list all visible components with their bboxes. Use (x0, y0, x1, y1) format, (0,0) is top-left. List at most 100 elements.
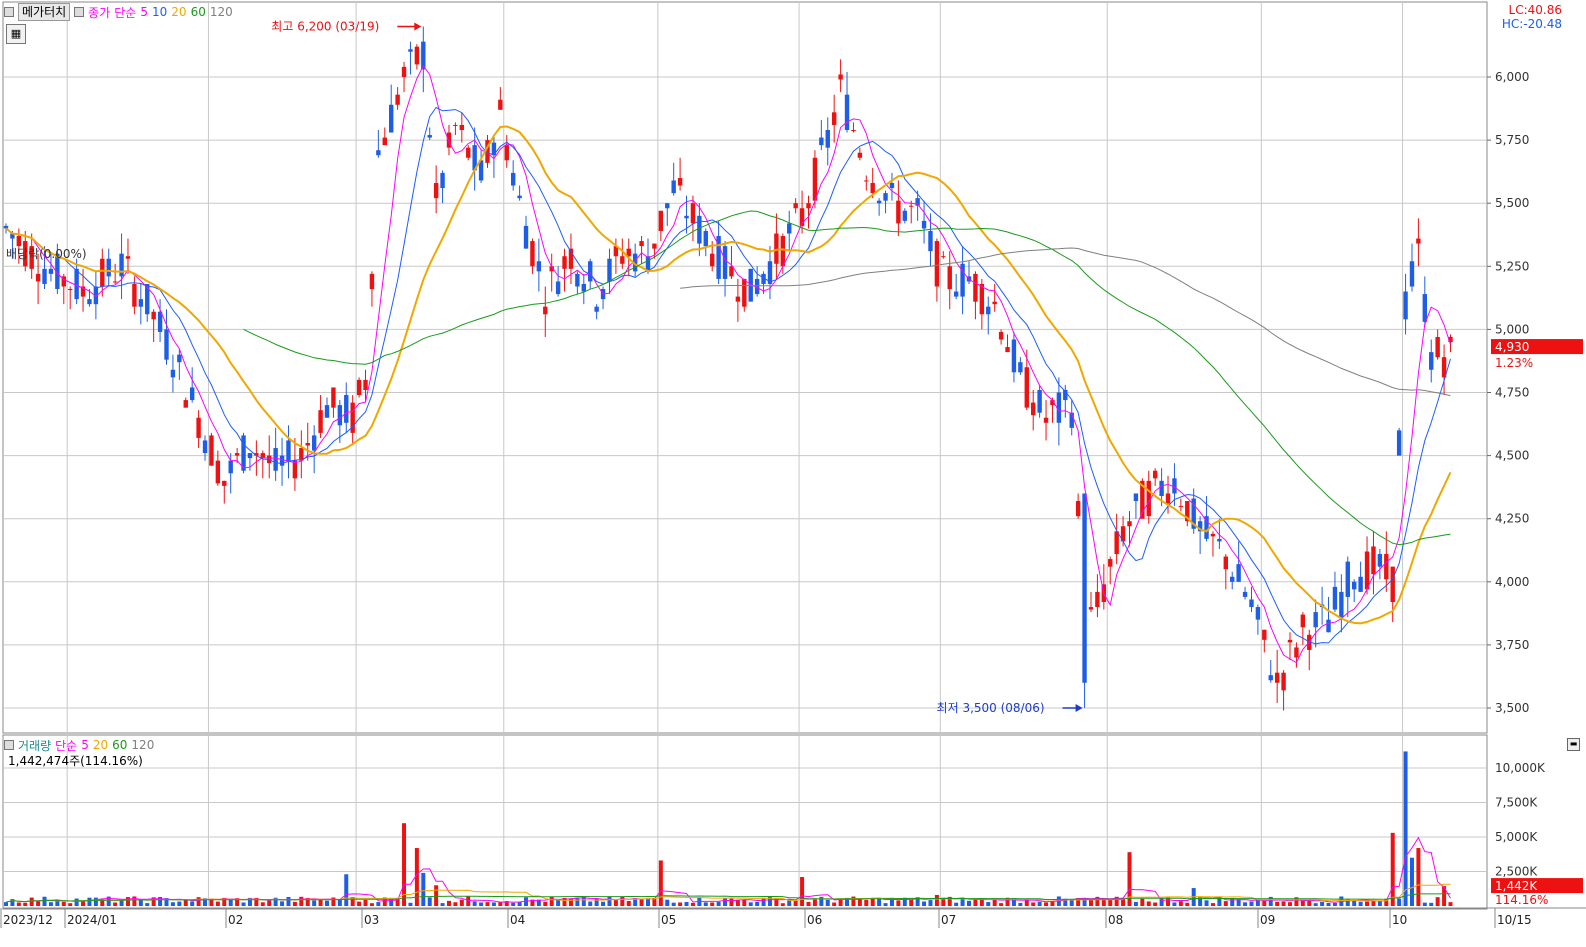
volume-title[interactable]: 거래량 (18, 738, 52, 753)
candle-body (3, 225, 9, 229)
volume-bar (1300, 900, 1305, 906)
volume-bar (960, 897, 965, 906)
volume-bar (241, 902, 246, 906)
candle-body (382, 137, 387, 146)
volume-bar (138, 900, 143, 906)
candle-body (716, 236, 721, 279)
candle-body (1441, 357, 1447, 378)
candle-body (1152, 470, 1158, 479)
volume-bar (1365, 901, 1370, 906)
candle-body (697, 215, 702, 244)
volume-bar (1435, 897, 1440, 906)
x-tick-label: 07 (941, 913, 956, 927)
ma-120-label[interactable]: 120 (209, 5, 233, 19)
candle-body (42, 268, 47, 284)
ma-60-label[interactable]: 60 (190, 5, 206, 19)
candle-body (260, 453, 265, 459)
candle-body (421, 41, 426, 70)
volume-bar (376, 902, 381, 906)
volume-bar (607, 896, 612, 906)
candle-body (273, 448, 278, 471)
candle-body (1024, 367, 1029, 408)
candle-body (299, 448, 304, 461)
candle-body (234, 453, 240, 456)
volume-bar (723, 897, 728, 906)
volume-bar (421, 872, 426, 906)
candle-body (620, 256, 625, 264)
candle-body (536, 261, 542, 272)
candle-body (318, 410, 323, 433)
volume-bar (440, 903, 445, 906)
vma-5-label[interactable]: 5 (81, 738, 89, 752)
volume-bar (922, 901, 927, 906)
candle-body (1082, 493, 1087, 683)
candle-body (324, 405, 330, 418)
candle-body (1249, 599, 1254, 608)
ma-20-label[interactable]: 20 (171, 5, 187, 19)
calendar-grid-icon[interactable]: ▦ (6, 24, 26, 44)
x-tick-label: 08 (1108, 913, 1123, 927)
ma-type[interactable]: 단순 (114, 5, 137, 20)
volume-bar (453, 902, 458, 906)
volume-bar (774, 898, 779, 906)
price-tick-label: 3,750 (1495, 638, 1529, 652)
candle-body (722, 246, 728, 279)
vma-20-label[interactable]: 20 (92, 738, 109, 752)
indicator-toggle-icon[interactable] (74, 7, 85, 17)
candle-body (401, 66, 407, 77)
volume-bar (787, 899, 792, 906)
vma-120-label[interactable]: 120 (131, 738, 155, 752)
volume-bar (42, 896, 47, 906)
volume-bar (729, 898, 734, 906)
volume-bar (1268, 896, 1273, 906)
candle-body (491, 142, 497, 156)
candle-body (1326, 619, 1331, 633)
candle-body (530, 241, 535, 267)
volume-toggle-icon[interactable] (4, 740, 14, 750)
current-price: 4,930 (1495, 340, 1529, 354)
candle-body (1018, 362, 1023, 373)
price-label[interactable]: 종가 (88, 5, 111, 20)
minimize-icon[interactable]: ▬ (1567, 738, 1580, 751)
candle-body (510, 172, 516, 186)
ma-5-label[interactable]: 5 (140, 5, 148, 19)
ma-10-label[interactable]: 10 (152, 5, 168, 19)
volume-bar (979, 898, 984, 906)
volume-bar (1262, 901, 1267, 906)
volume-bar (402, 823, 407, 906)
volume-bar (568, 898, 573, 906)
candle-body (1005, 347, 1010, 353)
volume-bar (716, 901, 721, 906)
candle-body (735, 296, 741, 302)
candle-body (1339, 591, 1344, 618)
volume-ma-type[interactable]: 단순 (55, 738, 78, 753)
chart-tab[interactable]: 메가터치 (18, 3, 71, 21)
candle-body (254, 453, 259, 456)
candle-body (376, 150, 381, 156)
volume-bar (755, 901, 760, 906)
vma-60-label[interactable]: 60 (112, 738, 128, 752)
price-tick-label: 3,500 (1495, 701, 1529, 715)
candle-body (703, 230, 708, 247)
volume-bar (382, 897, 387, 906)
candle-body (222, 480, 227, 486)
candle-body (80, 286, 86, 297)
volume-bar (369, 903, 374, 906)
low-annotation: 최저 3,500 (08/06) (937, 701, 1045, 715)
candle-body (1332, 586, 1338, 610)
volume-tick-label: 10,000K (1495, 761, 1546, 775)
candle-body (851, 130, 856, 132)
volume-bar (1307, 900, 1312, 906)
candle-body (1114, 531, 1119, 555)
volume-bar (1223, 901, 1228, 906)
volume-bar (1352, 900, 1357, 906)
candle-body (1197, 521, 1203, 532)
volume-bar (1140, 898, 1145, 906)
panel-toggle-icon[interactable] (4, 7, 14, 17)
volume-bar (1031, 902, 1036, 906)
volume-bar (1146, 901, 1151, 906)
volume-bar (928, 900, 933, 906)
volume-bar (1390, 832, 1395, 906)
volume-bar (870, 898, 875, 906)
candle-body (446, 132, 452, 148)
